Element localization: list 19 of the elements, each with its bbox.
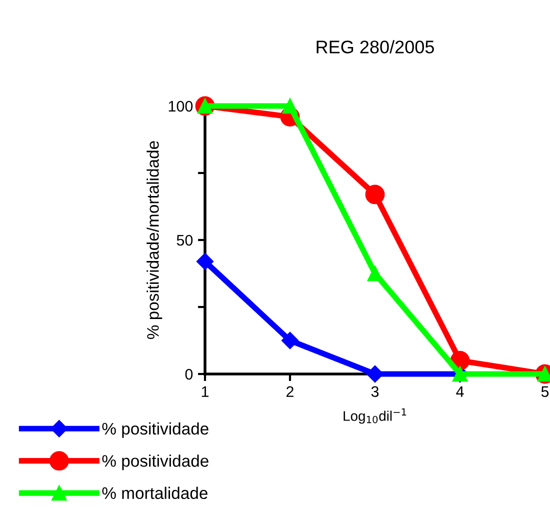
x-tick-label: 4 — [456, 386, 464, 397]
point — [196, 252, 214, 270]
y-axis-title: % positividade/mortalidade — [146, 141, 162, 339]
chart-title: REG 280/2005 — [316, 40, 434, 54]
point — [282, 98, 298, 114]
legend-label: % mortalidade — [102, 486, 208, 500]
x-tick-label: 3 — [371, 386, 379, 398]
point — [365, 184, 385, 204]
y-tick-label: 50 — [176, 234, 193, 246]
y-tick-label: 0 — [185, 368, 193, 380]
x-tick-label: 5 — [541, 386, 549, 398]
y-tick-label: 100 — [168, 100, 193, 112]
point — [367, 266, 383, 282]
x-tick-label: 1 — [202, 386, 209, 397]
x-axis-title: Log$_{10}$dil$^{−1}$ — [344, 408, 406, 424]
legend-label: % positividade — [102, 422, 208, 438]
legend-label: % positividade — [102, 454, 208, 470]
x-tick-label: 2 — [286, 386, 294, 397]
point — [281, 332, 299, 350]
